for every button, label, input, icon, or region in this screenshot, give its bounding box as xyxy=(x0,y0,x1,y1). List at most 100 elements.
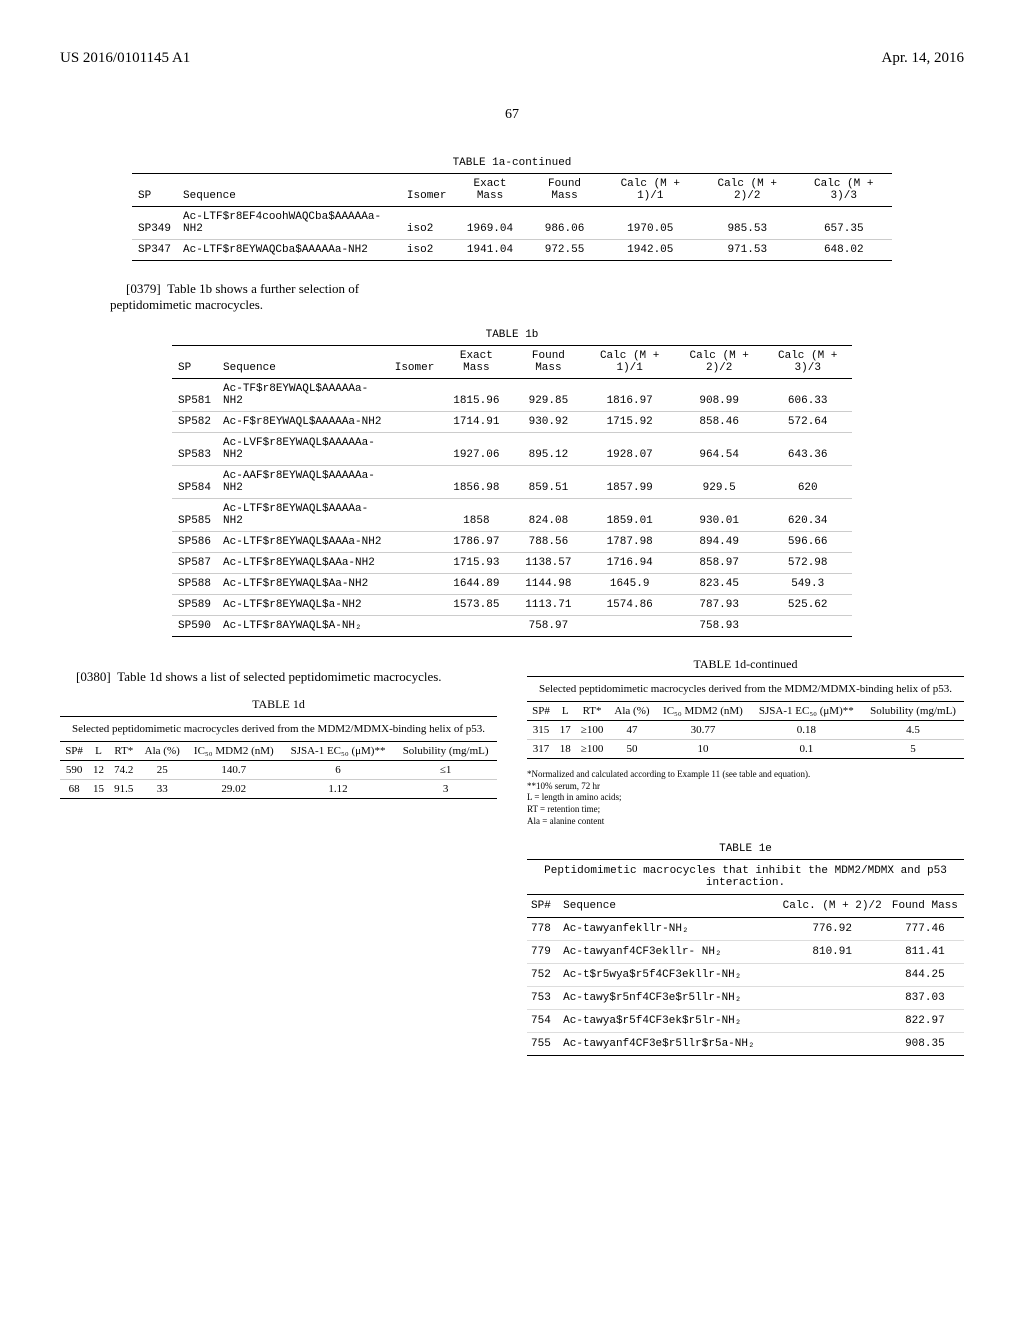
footnote-line: RT = retention time; xyxy=(527,804,964,816)
table-row: 681591.53329.021.123 xyxy=(60,780,497,799)
footnote-line: **10% serum, 72 hr xyxy=(527,781,964,793)
table-1b-title: TABLE 1b xyxy=(172,325,852,345)
table-cell: 908.99 xyxy=(675,379,764,412)
table-1d-cont-title: TABLE 1d-continued xyxy=(527,657,964,672)
table-cell: 788.56 xyxy=(512,532,584,553)
col-calc-2: Calc (M + 2)/2 xyxy=(675,346,764,379)
table-cell: 1715.93 xyxy=(440,553,512,574)
table-row: SP347Ac-LTF$r8EYWAQCba$AAAAAa-NH2iso2194… xyxy=(132,240,892,261)
table-cell: 823.45 xyxy=(675,574,764,595)
table-cell: 1113.71 xyxy=(512,595,584,616)
table-cell: iso2 xyxy=(401,207,453,240)
table-cell: SP588 xyxy=(172,574,217,595)
table-cell: 596.66 xyxy=(763,532,852,553)
table-row: 779Ac-tawyanf4CF3ekllr- NH₂810.91811.41 xyxy=(527,941,964,964)
table-cell: 811.41 xyxy=(886,941,964,964)
table-cell: 590 xyxy=(60,761,88,780)
table-row: SP581Ac-TF$r8EYWAQL$AAAAAa-NH21815.96929… xyxy=(172,379,852,412)
table-cell: 1786.97 xyxy=(440,532,512,553)
table-cell: ≥100 xyxy=(576,740,609,759)
table-header-row: SP# L RT* Ala (%) IC₅₀ MDM2 (nM) SJSA-1 … xyxy=(527,702,964,721)
table-1d-caption: Selected peptidomimetic macrocycles deri… xyxy=(60,717,497,742)
table-cell xyxy=(389,499,441,532)
table-cell: Ac-LTF$r8EYWAQL$AAAa-NH2 xyxy=(217,532,389,553)
table-cell: 844.25 xyxy=(886,964,964,987)
col-sp: SP# xyxy=(60,742,88,761)
table-cell: Ac-LTF$r8EYWAQL$AAAAa-NH2 xyxy=(217,499,389,532)
table-1b-container: TABLE 1b SP Sequence Isomer Exact Mass F… xyxy=(172,325,852,637)
table-cell: 50 xyxy=(609,740,656,759)
para-number: [0379] xyxy=(126,281,161,296)
table-cell: SP581 xyxy=(172,379,217,412)
col-rt: RT* xyxy=(576,702,609,721)
table-cell: 25 xyxy=(139,761,186,780)
table-cell: 620.34 xyxy=(763,499,852,532)
table-row: SP586Ac-LTF$r8EYWAQL$AAAa-NH2 1786.97788.… xyxy=(172,532,852,553)
col-calc-1: Calc (M + 1)/1 xyxy=(584,346,675,379)
table-1d-title: TABLE 1d xyxy=(60,697,497,712)
col-exact-mass: Exact Mass xyxy=(440,346,512,379)
table-cell: SP582 xyxy=(172,412,217,433)
table-cell: 859.51 xyxy=(512,466,584,499)
table-cell: 12 xyxy=(88,761,109,780)
col-sp: SP xyxy=(132,174,177,207)
table-cell: Ac-tawyanfekllr-NH₂ xyxy=(559,918,778,941)
table-cell: 33 xyxy=(139,780,186,799)
table-cell: 1815.96 xyxy=(440,379,512,412)
table-cell xyxy=(389,412,441,433)
table-cell xyxy=(389,433,441,466)
table-cell xyxy=(440,616,512,637)
table-row: SP587Ac-LTF$r8EYWAQL$AAa-NH21715.931138.… xyxy=(172,553,852,574)
table-cell: Ac-F$r8EYWAQL$AAAAAa-NH2 xyxy=(217,412,389,433)
table-cell xyxy=(779,1010,886,1033)
table-cell: SP585 xyxy=(172,499,217,532)
table-cell: 930.92 xyxy=(512,412,584,433)
table-cell: 971.53 xyxy=(699,240,795,261)
table-cell: ≤1 xyxy=(394,761,497,780)
table-cell: 29.02 xyxy=(186,780,282,799)
col-rt: RT* xyxy=(109,742,139,761)
table-cell: 929.85 xyxy=(512,379,584,412)
table-row: 31718≥10050100.15 xyxy=(527,740,964,759)
table-cell: 824.08 xyxy=(512,499,584,532)
col-calc-3: Calc (M + 3)/3 xyxy=(763,346,852,379)
col-sp: SP# xyxy=(527,895,559,918)
table-cell: 930.01 xyxy=(675,499,764,532)
table-cell: 1138.57 xyxy=(512,553,584,574)
table-row: SP585Ac-LTF$r8EYWAQL$AAAAa-NH2 1858824.08… xyxy=(172,499,852,532)
table-cell xyxy=(389,616,441,637)
table-cell: iso2 xyxy=(401,240,453,261)
col-found-mass: Found Mass xyxy=(528,174,602,207)
table-1a: SP Sequence Isomer Exact Mass Found Mass… xyxy=(132,173,892,261)
col-ic50: IC₅₀ MDM2 (nM) xyxy=(655,702,750,721)
table-cell: 1858 xyxy=(440,499,512,532)
table-cell xyxy=(389,553,441,574)
col-solubility: Solubility (mg/mL) xyxy=(394,742,497,761)
table-header-row: SP# L RT* Ala (%) IC₅₀ MDM2 (nM) SJSA-1 … xyxy=(60,742,497,761)
table-cell: Ac-tawyanf4CF3e$r5llr$r5a-NH₂ xyxy=(559,1033,778,1056)
publication-number: US 2016/0101145 A1 xyxy=(60,50,190,67)
table-cell: 777.46 xyxy=(886,918,964,941)
table-cell: 929.5 xyxy=(675,466,764,499)
table-cell: SP586 xyxy=(172,532,217,553)
table-cell: SP589 xyxy=(172,595,217,616)
right-column: TABLE 1d-continued Selected peptidomimet… xyxy=(527,657,964,1064)
table-cell: SP583 xyxy=(172,433,217,466)
table-1d-left: Selected peptidomimetic macrocycles deri… xyxy=(60,716,497,799)
table-cell xyxy=(389,574,441,595)
col-sequence: Sequence xyxy=(217,346,389,379)
col-ec50: SJSA-1 EC₅₀ (μM)** xyxy=(751,702,863,721)
table-header-row: SP Sequence Isomer Exact Mass Found Mass… xyxy=(172,346,852,379)
table-cell: 4.5 xyxy=(862,721,964,740)
table-cell: 1715.92 xyxy=(584,412,675,433)
table-row: SP582Ac-F$r8EYWAQL$AAAAAa-NH21714.91930.… xyxy=(172,412,852,433)
table-cell: SP584 xyxy=(172,466,217,499)
col-isomer: Isomer xyxy=(389,346,441,379)
table-cell: 572.98 xyxy=(763,553,852,574)
para-number: [0380] xyxy=(76,669,111,684)
table-cell: 1716.94 xyxy=(584,553,675,574)
table-row: 755Ac-tawyanf4CF3e$r5llr$r5a-NH₂908.35 xyxy=(527,1033,964,1056)
table-cell: 606.33 xyxy=(763,379,852,412)
table-cell: 91.5 xyxy=(109,780,139,799)
table-cell: Ac-LTF$r8EYWAQL$AAa-NH2 xyxy=(217,553,389,574)
